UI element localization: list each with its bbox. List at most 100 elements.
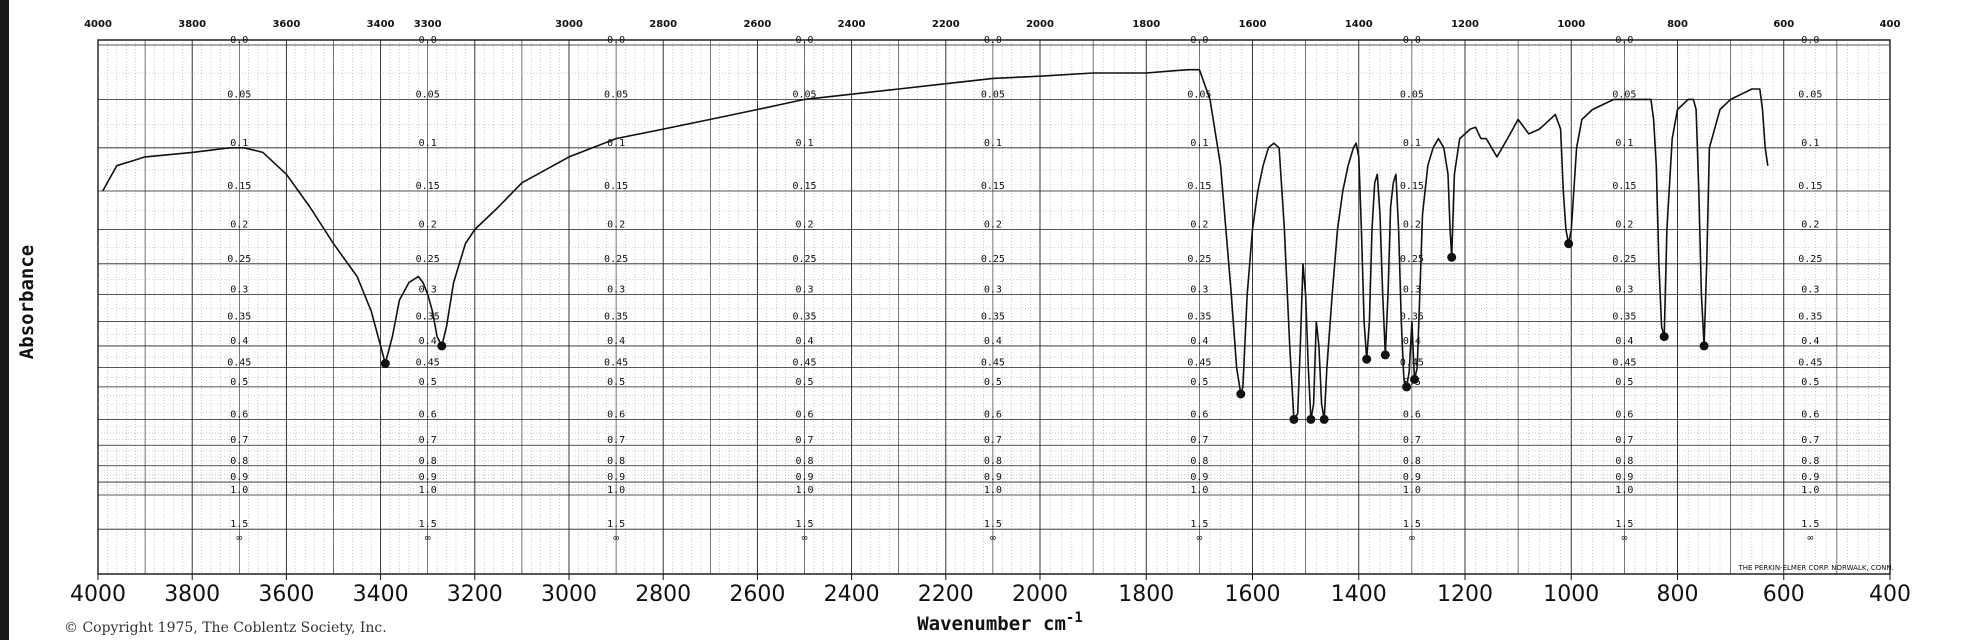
absorbance-tick-label: ∞ — [236, 533, 242, 544]
absorbance-tick-label: 0.25 — [981, 254, 1005, 265]
absorbance-tick-label: 0.4 — [1615, 336, 1633, 347]
absorbance-tick-label: 0.2 — [230, 220, 248, 231]
absorbance-tick-label: 0.3 — [607, 284, 625, 295]
absorbance-tick-label: ∞ — [1807, 533, 1813, 544]
data-point — [1319, 414, 1329, 424]
data-point — [1289, 414, 1299, 424]
absorbance-tick-label: 0.6 — [1403, 409, 1421, 420]
absorbance-tick-label: 0.25 — [1187, 254, 1211, 265]
x-tick-label-bottom: 800 — [1657, 582, 1699, 607]
absorbance-tick-label: 0.35 — [227, 312, 251, 323]
absorbance-tick-label: 0.25 — [1798, 254, 1822, 265]
absorbance-tick-label: 0.05 — [1612, 89, 1636, 100]
x-tick-label-top: 400 — [1880, 19, 1901, 30]
absorbance-tick-label: 0.0 — [1615, 35, 1633, 46]
absorbance-tick-label: 0.2 — [795, 220, 813, 231]
data-point — [1362, 354, 1372, 364]
absorbance-tick-label: 1.5 — [1190, 519, 1208, 530]
absorbance-tick-label: 0.9 — [419, 472, 437, 483]
absorbance-tick-label: 0.5 — [795, 377, 813, 388]
x-axis-title: Wavenumber cm-1 — [917, 610, 1083, 635]
absorbance-tick-label: 1.0 — [984, 485, 1002, 496]
absorbance-tick-label: 0.25 — [416, 254, 440, 265]
absorbance-tick-label: 0.35 — [1400, 312, 1424, 323]
x-tick-label-top: 3000 — [555, 19, 583, 30]
x-tick-label-bottom: 400 — [1869, 582, 1911, 607]
data-point — [1306, 414, 1316, 424]
absorbance-tick-label: 1.5 — [1615, 519, 1633, 530]
manufacturer-note: THE PERKIN-ELMER CORP. NORWALK, CONN. — [1737, 564, 1894, 572]
absorbance-tick-label: 0.0 — [984, 35, 1002, 46]
absorbance-tick-label: 0.7 — [607, 435, 625, 446]
absorbance-tick-label: 0.0 — [1403, 35, 1421, 46]
absorbance-tick-label: 0.0 — [1190, 35, 1208, 46]
absorbance-tick-label: 0.2 — [1615, 220, 1633, 231]
absorbance-tick-label: 0.2 — [1403, 220, 1421, 231]
absorbance-tick-label: 0.1 — [607, 138, 625, 149]
absorbance-tick-label: 0.0 — [607, 35, 625, 46]
absorbance-tick-label: 0.9 — [607, 472, 625, 483]
absorbance-tick-label: 0.6 — [795, 409, 813, 420]
absorbance-tick-label: 0.0 — [1801, 35, 1819, 46]
absorbance-tick-label: 0.0 — [419, 35, 437, 46]
absorbance-tick-label: 0.8 — [1190, 456, 1208, 467]
absorbance-tick-label: 0.8 — [1615, 456, 1633, 467]
absorbance-tick-label: 0.8 — [1403, 456, 1421, 467]
series-layer — [102, 68, 1769, 424]
x-tick-label-bottom: 3600 — [258, 582, 314, 607]
chart-grid — [97, 39, 1891, 575]
absorbance-tick-label: 1.0 — [1403, 485, 1421, 496]
absorbance-tick-label: 1.5 — [795, 519, 813, 530]
x-tick-label-bottom: 3800 — [164, 582, 220, 607]
absorbance-tick-label: 0.2 — [419, 220, 437, 231]
absorbance-tick-label: 0.1 — [419, 138, 437, 149]
absorbance-tick-label: 1.0 — [1615, 485, 1633, 496]
absorbance-tick-label: 0.6 — [419, 409, 437, 420]
absorbance-tick-label: ∞ — [425, 533, 431, 544]
absorbance-tick-label: 0.25 — [1400, 254, 1424, 265]
absorbance-tick-label: 0.9 — [1403, 472, 1421, 483]
absorbance-tick-label: 0.35 — [1798, 312, 1822, 323]
data-point — [1564, 239, 1574, 249]
absorbance-tick-label: 0.45 — [1187, 358, 1211, 369]
absorbance-tick-label: 0.8 — [1801, 456, 1819, 467]
x-tick-label-top: 3600 — [272, 19, 300, 30]
absorbance-tick-label: 0.5 — [984, 377, 1002, 388]
absorbance-tick-label: 0.8 — [607, 456, 625, 467]
absorbance-tick-label: 0.4 — [1801, 336, 1819, 347]
absorbance-tick-label: 0.5 — [419, 377, 437, 388]
absorbance-tick-label: 0.35 — [604, 312, 628, 323]
absorbance-tick-label: 0.6 — [607, 409, 625, 420]
x-tick-label-bottom: 1400 — [1331, 582, 1387, 607]
absorbance-tick-label: 1.0 — [1190, 485, 1208, 496]
absorbance-tick-label: 0.7 — [230, 435, 248, 446]
absorbance-tick-label: 1.0 — [795, 485, 813, 496]
absorbance-tick-label: 1.5 — [607, 519, 625, 530]
x-axis-title-superscript: -1 — [1066, 610, 1083, 626]
x-axis-title-main: Wavenumber cm — [917, 613, 1066, 635]
data-point — [1447, 252, 1457, 262]
absorbance-tick-label: 0.05 — [604, 89, 628, 100]
data-point — [1659, 332, 1669, 342]
absorbance-tick-label: 1.0 — [1801, 485, 1819, 496]
absorbance-tick-label: 0.4 — [1190, 336, 1208, 347]
absorbance-tick-label: 0.25 — [227, 254, 251, 265]
x-tick-label-bottom: 3200 — [447, 582, 503, 607]
absorbance-tick-label: 0.15 — [1798, 181, 1822, 192]
absorbance-tick-label: 0.2 — [1801, 220, 1819, 231]
x-tick-label-top: 3300 — [414, 19, 442, 30]
absorbance-tick-label: 0.8 — [230, 456, 248, 467]
x-tick-label-top: 2600 — [743, 19, 771, 30]
absorbance-tick-label: 0.25 — [792, 254, 816, 265]
x-tick-label-bottom: 4000 — [70, 582, 126, 607]
absorbance-tick-label: 0.1 — [795, 138, 813, 149]
x-tick-label-top: 2200 — [932, 19, 960, 30]
x-tick-label-top: 1800 — [1132, 19, 1160, 30]
x-tick-label-top: 1400 — [1345, 19, 1373, 30]
absorbance-tick-label: 0.9 — [984, 472, 1002, 483]
absorbance-tick-label: 0.45 — [981, 358, 1005, 369]
absorbance-tick-label: 0.7 — [1615, 435, 1633, 446]
absorbance-tick-label: 0.2 — [607, 220, 625, 231]
absorbance-tick-label: 0.9 — [1190, 472, 1208, 483]
absorbance-tick-label: 0.6 — [1801, 409, 1819, 420]
